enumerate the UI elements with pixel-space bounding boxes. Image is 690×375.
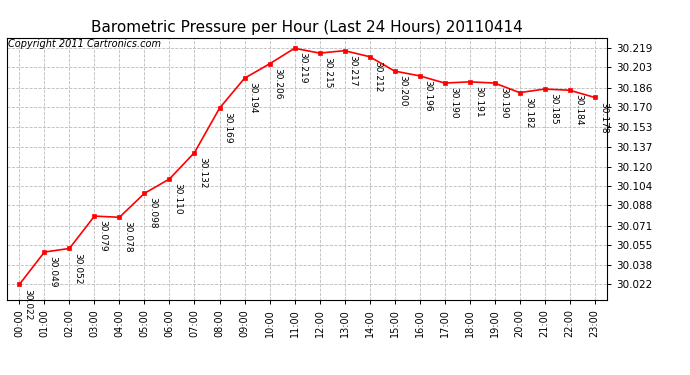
Text: 30.110: 30.110 [174, 183, 183, 215]
Text: 30.052: 30.052 [74, 253, 83, 284]
Text: 30.190: 30.190 [499, 87, 508, 119]
Text: 30.049: 30.049 [48, 256, 57, 288]
Text: 30.217: 30.217 [348, 55, 357, 86]
Text: Copyright 2011 Cartronics.com: Copyright 2011 Cartronics.com [8, 39, 161, 49]
Text: 30.079: 30.079 [99, 220, 108, 252]
Text: 30.191: 30.191 [474, 86, 483, 118]
Text: 30.132: 30.132 [199, 157, 208, 188]
Text: 30.194: 30.194 [248, 82, 257, 114]
Text: 30.190: 30.190 [448, 87, 457, 119]
Text: 30.169: 30.169 [224, 112, 233, 144]
Text: 30.185: 30.185 [549, 93, 558, 125]
Text: 30.206: 30.206 [274, 68, 283, 99]
Text: 30.184: 30.184 [574, 94, 583, 126]
Text: 30.022: 30.022 [23, 289, 32, 320]
Text: 30.178: 30.178 [599, 102, 608, 133]
Text: 30.219: 30.219 [299, 53, 308, 84]
Text: 30.212: 30.212 [374, 61, 383, 92]
Text: 30.098: 30.098 [148, 198, 157, 229]
Text: 30.200: 30.200 [399, 75, 408, 107]
Text: 30.215: 30.215 [324, 57, 333, 89]
Text: 30.182: 30.182 [524, 97, 533, 128]
Text: 30.196: 30.196 [424, 80, 433, 112]
Text: 30.078: 30.078 [124, 222, 132, 253]
Title: Barometric Pressure per Hour (Last 24 Hours) 20110414: Barometric Pressure per Hour (Last 24 Ho… [91, 20, 523, 35]
